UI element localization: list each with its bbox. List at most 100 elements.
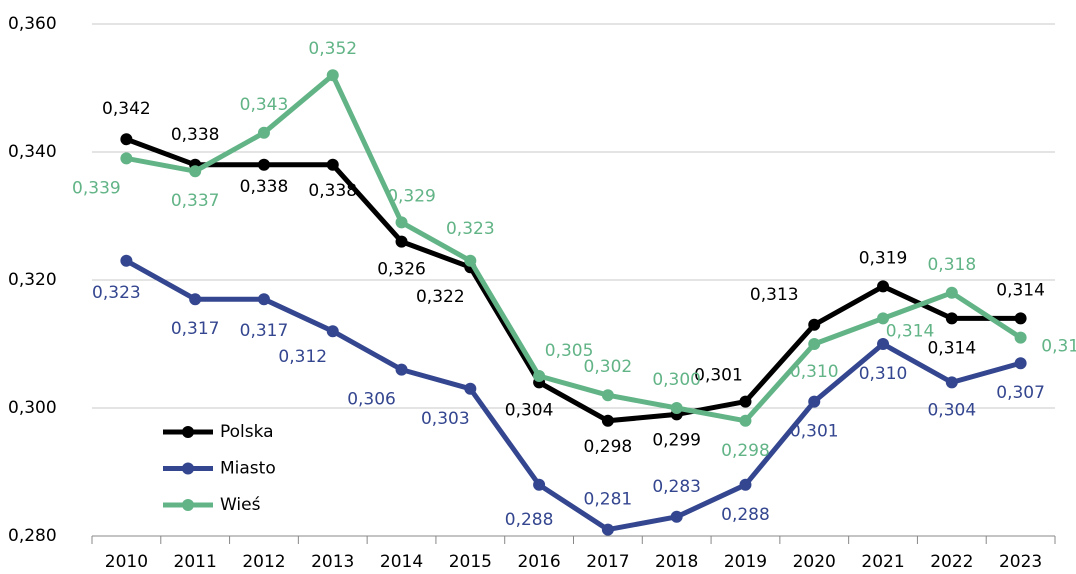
x-tick-label: 2013	[311, 552, 354, 572]
point	[533, 370, 546, 382]
data-label: 0,283	[652, 477, 701, 497]
data-label: 0,300	[652, 370, 701, 390]
point	[1014, 312, 1027, 325]
point	[326, 325, 339, 338]
data-label: 0,337	[171, 191, 220, 211]
x-tick-label: 2010	[105, 552, 148, 572]
data-label: 0,342	[102, 99, 151, 119]
y-tick-label: 0,360	[8, 14, 57, 34]
point	[1014, 357, 1027, 370]
legend-label: Miasto	[220, 459, 276, 479]
data-label: 0,329	[387, 186, 436, 206]
point	[533, 478, 546, 491]
data-label: 0,281	[584, 490, 633, 510]
x-tick-label: 2022	[930, 552, 973, 572]
point	[877, 280, 890, 293]
data-label: 0,338	[240, 177, 289, 197]
data-label: 0,307	[996, 383, 1045, 403]
point	[945, 312, 958, 325]
data-label: 0,299	[652, 430, 701, 450]
series-line	[125, 258, 1022, 533]
data-label: 0,319	[859, 248, 908, 268]
data-label: 0,339	[72, 178, 121, 198]
point	[395, 363, 408, 376]
data-label: 0,326	[377, 260, 426, 280]
point	[464, 382, 477, 395]
data-label: 0,317	[240, 321, 289, 341]
point	[120, 152, 133, 165]
point	[189, 293, 202, 306]
data-label: 0,323	[92, 283, 141, 303]
y-tick-label: 0,340	[8, 142, 57, 162]
data-label: 0,304	[927, 400, 976, 420]
data-label: 0,322	[416, 287, 465, 307]
point	[739, 395, 752, 408]
series-line	[125, 72, 1022, 424]
data-label: 0,323	[446, 219, 495, 239]
data-label: 0,310	[859, 364, 908, 384]
point	[945, 286, 958, 299]
data-label: 0,288	[721, 505, 770, 525]
point	[808, 338, 821, 350]
data-label: 0,305	[545, 341, 594, 361]
x-tick-label: 2021	[861, 552, 904, 572]
point	[601, 523, 614, 536]
x-tick-label: 2016	[517, 552, 560, 572]
legend-label: Polska	[220, 422, 274, 442]
y-tick-label: 0,280	[8, 526, 57, 546]
point	[120, 254, 133, 267]
point	[877, 338, 890, 350]
data-label: 0,301	[790, 422, 839, 442]
point	[739, 414, 752, 427]
point	[670, 510, 683, 523]
data-label: 0,314	[996, 280, 1045, 300]
data-label: 0,312	[278, 347, 327, 367]
point	[808, 318, 821, 331]
data-label: 0,288	[505, 510, 554, 530]
x-tick-label: 2020	[793, 552, 836, 572]
point	[189, 165, 202, 178]
series-line	[125, 136, 1021, 424]
x-tick-label: 2011	[174, 552, 217, 572]
point	[739, 478, 752, 491]
point	[326, 158, 339, 171]
point	[395, 216, 408, 229]
x-tick-label: 2023	[999, 552, 1042, 572]
point	[808, 395, 821, 408]
point	[326, 69, 339, 82]
legend-marker	[182, 426, 194, 438]
point	[670, 402, 683, 414]
x-tick-label: 2017	[586, 552, 629, 572]
data-label: 0,304	[505, 400, 554, 420]
data-label: 0,317	[171, 319, 220, 339]
data-label: 0,318	[927, 255, 976, 275]
data-label: 0,338	[171, 125, 220, 145]
point	[601, 389, 614, 402]
x-tick-label: 2014	[380, 552, 423, 572]
point	[257, 126, 270, 139]
data-label: 0,302	[584, 357, 633, 377]
data-label: 0,310	[790, 362, 839, 382]
legend-marker	[182, 462, 194, 475]
y-tick-label: 0,300	[8, 398, 57, 418]
x-tick-label: 2015	[449, 552, 492, 572]
data-label: 0,298	[721, 441, 770, 461]
data-label: 0,306	[347, 390, 396, 410]
point	[120, 133, 133, 146]
point	[464, 254, 477, 267]
x-tick-label: 2019	[724, 552, 767, 572]
data-label: 0,313	[750, 285, 799, 305]
point	[945, 376, 958, 389]
data-label: 0,343	[240, 95, 289, 115]
data-label: 0,314	[886, 321, 935, 341]
point	[601, 414, 614, 427]
data-label: 0,338	[308, 181, 357, 201]
point	[877, 312, 890, 325]
data-label: 0,301	[694, 366, 743, 386]
point	[1014, 331, 1027, 344]
x-tick-label: 2012	[242, 552, 285, 572]
data-label: 0,311	[1041, 337, 1076, 357]
y-tick-label: 0,320	[8, 270, 57, 290]
legend-marker	[182, 499, 194, 511]
